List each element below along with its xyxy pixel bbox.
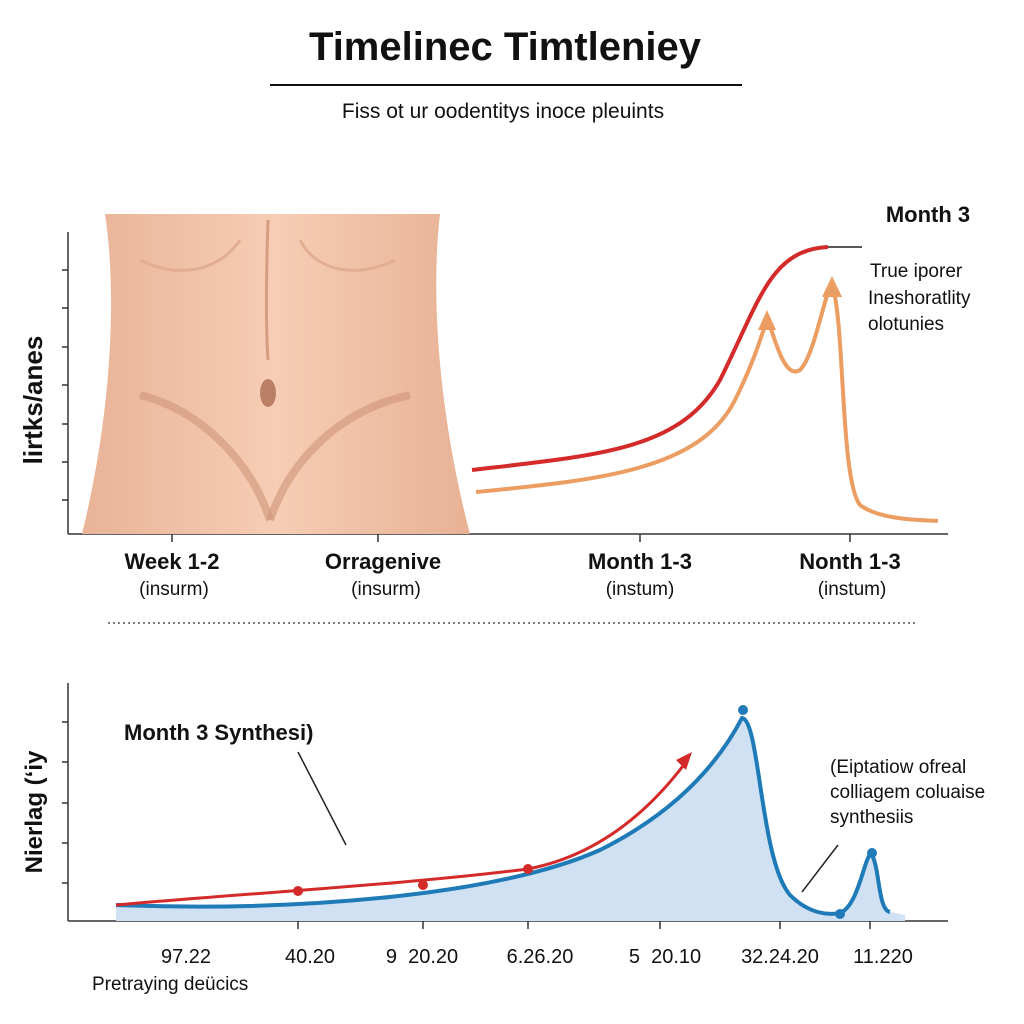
dot — [293, 886, 303, 896]
x-label: 11.220 — [853, 946, 913, 968]
footer: Pretraying deücics — [92, 974, 248, 995]
leader — [297, 751, 347, 846]
x-label: Nonth 1-3 — [799, 549, 900, 574]
x-sublabel: (insurm) — [351, 579, 421, 600]
x-label: Orragenive — [325, 549, 441, 574]
y-label: Nierlag (‘iy — [21, 750, 48, 873]
dot — [835, 909, 845, 919]
dot — [523, 864, 533, 874]
annotation-line: colliagem coluaise — [830, 782, 985, 803]
x-label: 6.26.20 — [507, 946, 574, 968]
x-label: 9 20.20 — [386, 946, 458, 968]
annotation-line: Ineshoratlity — [868, 288, 971, 309]
bottom-x-labels: 97.22 40.20 9 20.20 6.26.20 5 20.10 32.2… — [161, 946, 913, 968]
x-label: 40.20 — [285, 946, 335, 968]
dot — [738, 705, 748, 715]
arrow — [822, 276, 842, 297]
torso — [82, 214, 470, 534]
annotation-line: synthesiis — [830, 807, 913, 828]
annotation-title: Month 3 — [886, 202, 970, 227]
x-sublabel: (instum) — [818, 579, 887, 600]
annotation-line: olotunies — [868, 314, 944, 335]
red-curve — [115, 761, 688, 907]
x-sublabel: (instum) — [606, 579, 675, 600]
arrow — [676, 752, 692, 770]
x-label: 97.22 — [161, 946, 211, 968]
x-label: Month 1-3 — [588, 549, 692, 574]
x-label: 5 20.10 — [629, 946, 701, 968]
y-label: lirtks/anes — [18, 336, 48, 465]
x-sublabel: (insurm) — [139, 579, 209, 600]
subtitle: Fiss ot ur oodentitys inoce pleuints — [342, 100, 664, 123]
blue-curve — [115, 715, 891, 916]
red-curve — [471, 245, 829, 472]
dot — [867, 848, 877, 858]
x-label: Week 1-2 — [125, 549, 220, 574]
annotation-line: True iporer — [870, 261, 963, 282]
dot — [418, 880, 428, 890]
annotation-title: Month 3 Synthesi) — [124, 720, 313, 745]
title: Timelinec Timtleniey — [309, 25, 702, 69]
leader — [801, 844, 839, 893]
top-x-labels: Week 1-2 (insurm) Orragenive (insurm) Mo… — [125, 549, 901, 600]
annotation-line: (Eiptatiow ofreal — [830, 757, 966, 778]
orange-curve — [475, 281, 939, 523]
arrow — [758, 310, 776, 330]
x-label: 32.24.20 — [741, 946, 819, 968]
